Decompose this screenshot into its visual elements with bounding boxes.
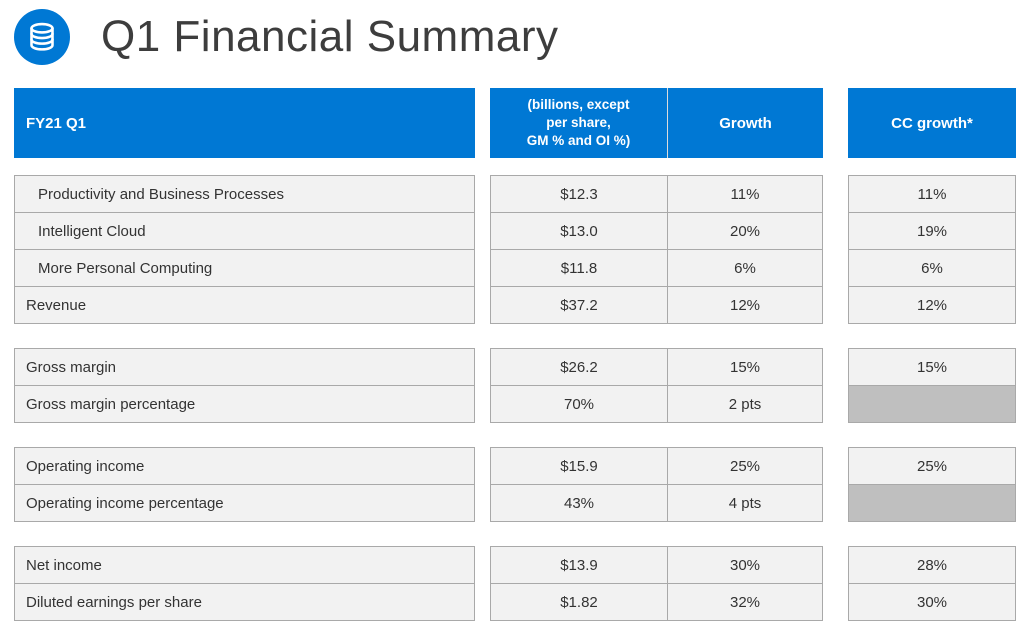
cc-growth-cell: 15% — [849, 349, 1016, 386]
cc-growth-blank-cell — [849, 386, 1016, 423]
header-fiscal-quarter: FY21 Q1 — [14, 88, 475, 158]
growth-cell: 11% — [668, 176, 823, 213]
cc-growth-block: 11% 19% 6% 12% — [848, 175, 1016, 324]
amount-cell: $15.9 — [491, 448, 668, 485]
values-block: $15.9 25% 43% 4 pts — [490, 447, 823, 522]
cc-growth-block: 28% 30% — [848, 546, 1016, 621]
row-labels-block: Net income Diluted earnings per share — [14, 546, 475, 621]
row-label-cell: Operating income — [15, 448, 475, 485]
header-units-line: (billions, except — [527, 97, 630, 113]
row-label-cell: Gross margin — [15, 349, 475, 386]
amount-cell: $1.82 — [491, 584, 668, 621]
value-row: $13.9 30% — [491, 547, 823, 584]
growth-cell: 12% — [668, 287, 823, 324]
header-growth: Growth — [668, 88, 823, 158]
row-labels-block: Gross margin Gross margin percentage — [14, 348, 475, 423]
growth-cell: 2 pts — [668, 386, 823, 423]
cc-growth-block: 25% — [848, 447, 1016, 522]
growth-cell: 6% — [668, 250, 823, 287]
cc-growth-cell: 30% — [849, 584, 1016, 621]
amount-cell: 43% — [491, 485, 668, 522]
amount-cell: $13.0 — [491, 213, 668, 250]
values-block: $13.9 30% $1.82 32% — [490, 546, 823, 621]
row-label-cell: More Personal Computing — [15, 250, 475, 287]
values-block: $12.3 11% $13.0 20% $11.8 6% $37.2 12% — [490, 175, 823, 324]
row-label-cell: Net income — [15, 547, 475, 584]
growth-cell: 4 pts — [668, 485, 823, 522]
cc-growth-cell: 28% — [849, 547, 1016, 584]
value-row: $11.8 6% — [491, 250, 823, 287]
amount-cell: $13.9 — [491, 547, 668, 584]
table-group: Operating income Operating income percent… — [14, 447, 1016, 522]
table-group: Gross margin Gross margin percentage $26.2… — [14, 348, 1016, 423]
row-label-cell: Intelligent Cloud — [15, 213, 475, 250]
row-label-cell: Gross margin percentage — [15, 386, 475, 423]
table-group: Productivity and Business Processes Intel… — [14, 175, 1016, 324]
growth-cell: 20% — [668, 213, 823, 250]
financial-summary-table: FY21 Q1 (billions, except per share, GM … — [14, 88, 1016, 621]
page-title: Q1 Financial Summary — [101, 12, 559, 61]
row-labels-block: Operating income Operating income percent… — [14, 447, 475, 522]
column-gap — [823, 88, 848, 158]
value-row: $26.2 15% — [491, 349, 823, 386]
value-row: 43% 4 pts — [491, 485, 823, 522]
growth-cell: 15% — [668, 349, 823, 386]
cc-growth-cell: 6% — [849, 250, 1016, 287]
coin-stack-icon — [14, 9, 70, 65]
header-units-line: per share, — [546, 115, 611, 131]
value-row: $15.9 25% — [491, 448, 823, 485]
column-gap — [475, 88, 490, 158]
title-bar: Q1 Financial Summary — [14, 9, 558, 65]
growth-cell: 32% — [668, 584, 823, 621]
cc-growth-block: 15% — [848, 348, 1016, 423]
header-units: (billions, except per share, GM % and OI… — [490, 88, 668, 158]
growth-cell: 30% — [668, 547, 823, 584]
row-label-cell: Productivity and Business Processes — [15, 176, 475, 213]
value-row: $13.0 20% — [491, 213, 823, 250]
cc-growth-cell: 25% — [849, 448, 1016, 485]
value-row: $1.82 32% — [491, 584, 823, 621]
cc-growth-blank-cell — [849, 485, 1016, 522]
cc-growth-cell: 11% — [849, 176, 1016, 213]
values-block: $26.2 15% 70% 2 pts — [490, 348, 823, 423]
amount-cell: $11.8 — [491, 250, 668, 287]
row-label-cell: Diluted earnings per share — [15, 584, 475, 621]
growth-cell: 25% — [668, 448, 823, 485]
amount-cell: 70% — [491, 386, 668, 423]
cc-growth-cell: 19% — [849, 213, 1016, 250]
row-label-cell: Operating income percentage — [15, 485, 475, 522]
row-labels-block: Productivity and Business Processes Intel… — [14, 175, 475, 324]
table-groups: Productivity and Business Processes Intel… — [14, 175, 1016, 621]
amount-cell: $37.2 — [491, 287, 668, 324]
header-units-line: GM % and OI %) — [526, 132, 631, 148]
cc-growth-cell: 12% — [849, 287, 1016, 324]
value-row: $12.3 11% — [491, 176, 823, 213]
row-label-cell: Revenue — [15, 287, 475, 324]
value-row: $37.2 12% — [491, 287, 823, 324]
table-header-row: FY21 Q1 (billions, except per share, GM … — [14, 88, 1016, 158]
table-group: Net income Diluted earnings per share $13.… — [14, 546, 1016, 621]
value-row: 70% 2 pts — [491, 386, 823, 423]
amount-cell: $26.2 — [491, 349, 668, 386]
amount-cell: $12.3 — [491, 176, 668, 213]
header-cc-growth: CC growth* — [848, 88, 1016, 158]
